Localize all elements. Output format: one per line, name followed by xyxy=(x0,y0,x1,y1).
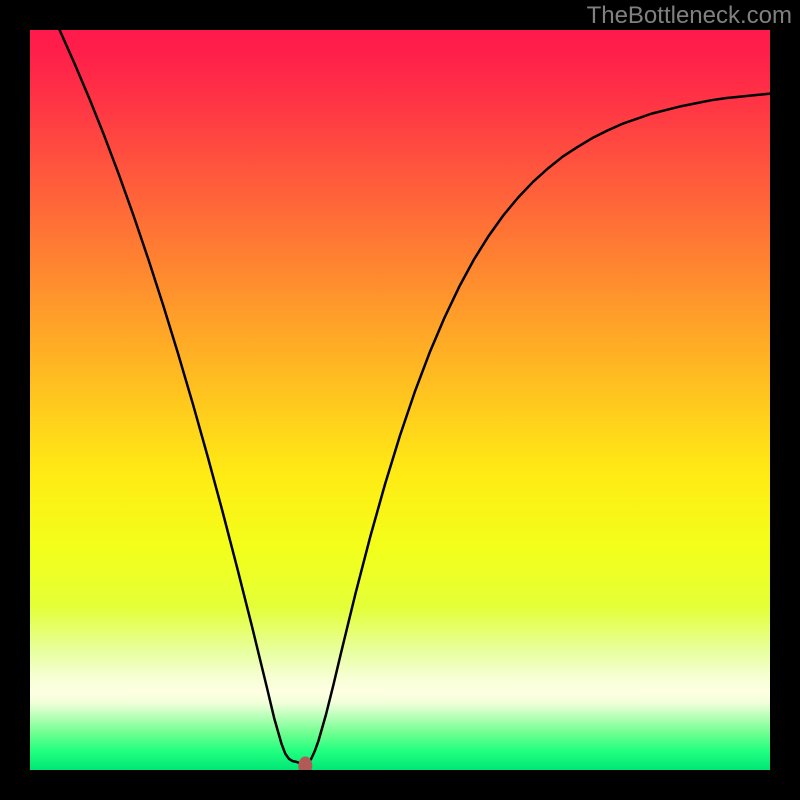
chart-plot-area xyxy=(30,30,770,770)
watermark-text: TheBottleneck.com xyxy=(587,2,792,30)
chart-svg xyxy=(30,30,770,770)
chart-background xyxy=(30,30,770,770)
